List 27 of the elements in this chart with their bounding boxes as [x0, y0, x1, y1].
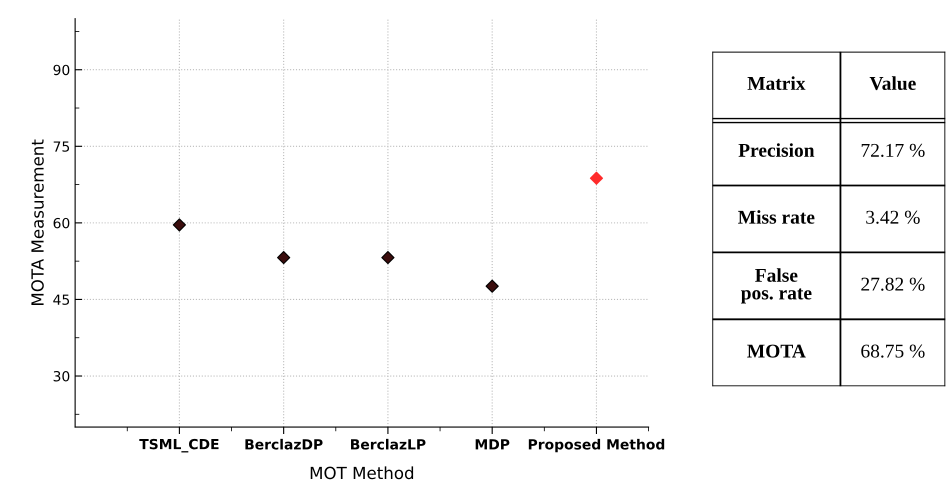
text: Value	[870, 76, 916, 90]
point	[277, 250, 290, 264]
point	[590, 172, 604, 185]
x-tick-label: MDP	[476, 439, 510, 450]
y-axis-title: MOTA Measurement	[31, 140, 44, 305]
point	[172, 218, 186, 232]
text: 3.42 %	[866, 210, 920, 224]
text: 72.17 %	[862, 144, 925, 157]
x-tick-label: BerclazDP	[245, 438, 323, 450]
x-axis-title: MOT Method	[310, 466, 414, 480]
y-tick-label: 45	[53, 294, 70, 305]
x-tick-label: Proposed Method	[528, 438, 664, 452]
point	[381, 250, 395, 264]
y-tick-label: 75	[54, 141, 70, 152]
point	[486, 280, 499, 293]
x-tick-label: BerclazLP	[351, 438, 426, 450]
y-tick-label: 30	[54, 370, 70, 382]
y-tick-label: 60	[54, 218, 70, 228]
text: MOTA	[747, 344, 806, 358]
text: Matrix	[748, 76, 806, 90]
text: 68.75 %	[861, 344, 925, 358]
text: Precision	[738, 143, 814, 157]
text: 27.82 %	[861, 278, 925, 291]
text: False pos. rate	[740, 268, 812, 304]
y-tick-label: 90	[53, 64, 70, 76]
text: Miss rate	[738, 210, 814, 224]
x-tick-label: TSML_CDE	[139, 438, 219, 452]
